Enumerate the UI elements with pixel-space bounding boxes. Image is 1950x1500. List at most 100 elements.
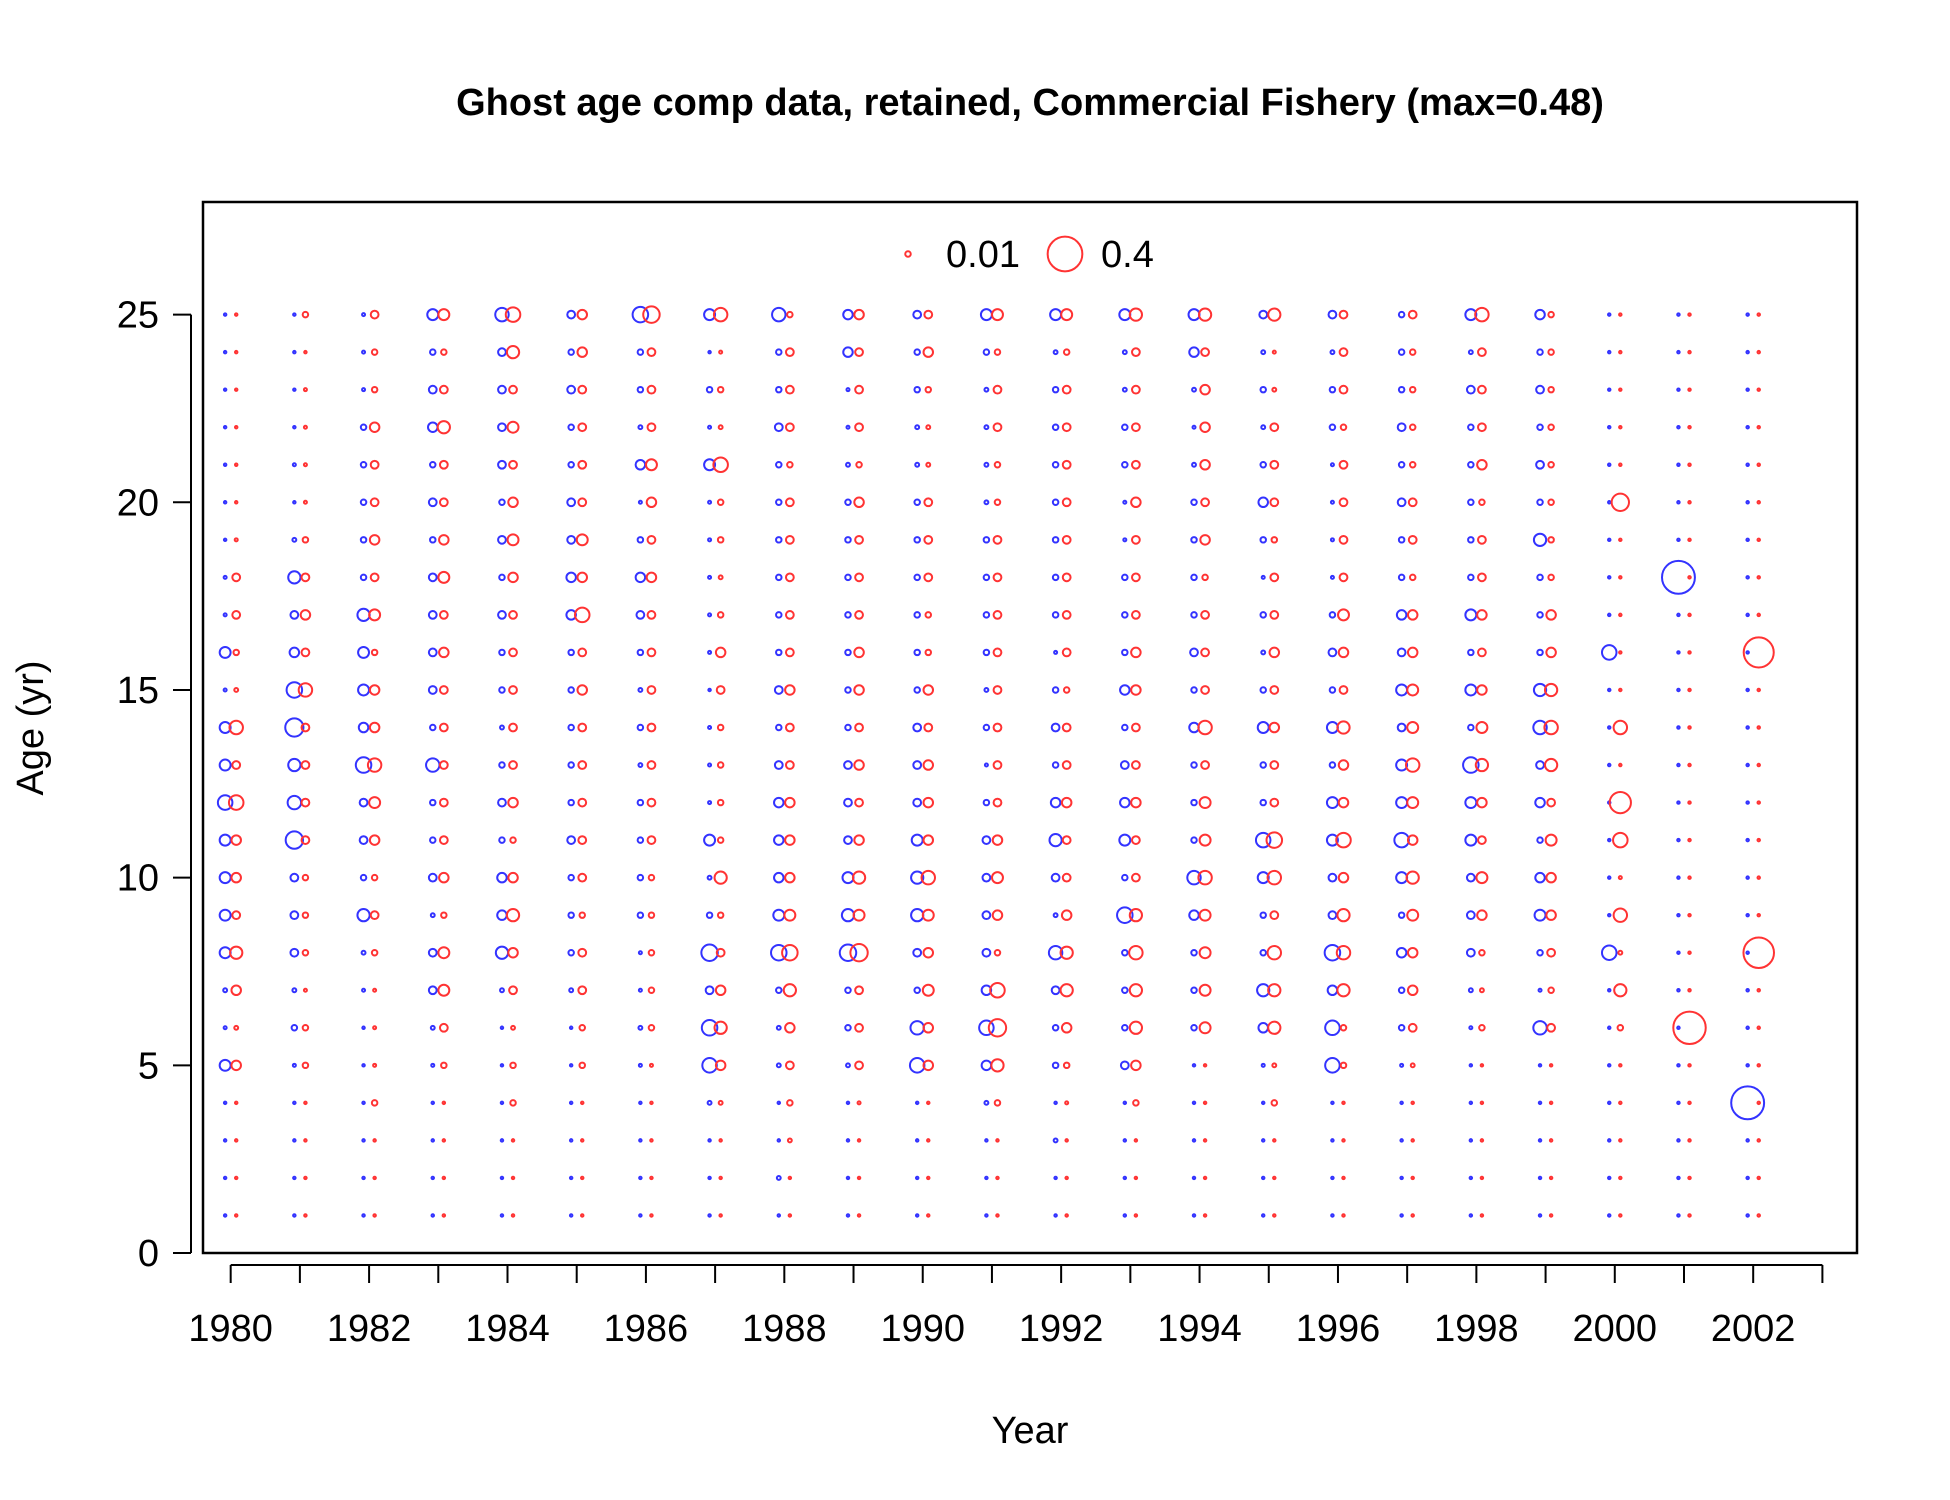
bubble-point bbox=[291, 462, 297, 468]
bubble-point bbox=[303, 1175, 308, 1181]
bubble-point bbox=[372, 1062, 378, 1068]
bubble-point bbox=[1479, 1100, 1485, 1106]
bubble-point bbox=[370, 1099, 379, 1107]
bubble-point bbox=[853, 759, 865, 771]
bubble-point bbox=[1190, 498, 1198, 507]
bubble-point bbox=[922, 1059, 935, 1072]
bubble-point bbox=[427, 947, 438, 958]
bubble-point bbox=[1479, 1063, 1485, 1068]
bubble-point bbox=[287, 757, 302, 773]
bubble-point bbox=[299, 609, 312, 621]
bubble-point bbox=[1199, 534, 1211, 546]
bubble-point bbox=[1048, 832, 1063, 848]
bubble-point bbox=[1330, 1100, 1335, 1106]
bubble-point bbox=[1607, 762, 1612, 768]
bubble-point bbox=[1687, 1063, 1692, 1068]
bubble-point bbox=[228, 719, 244, 736]
bubble-point bbox=[838, 943, 858, 962]
bubble-point bbox=[925, 424, 932, 431]
bubble-point bbox=[1756, 424, 1761, 430]
bubble-point bbox=[844, 611, 852, 619]
bubble-point bbox=[289, 610, 300, 620]
bubble-point bbox=[784, 497, 795, 508]
bubble-point bbox=[1618, 612, 1623, 618]
bubble-point bbox=[1051, 1024, 1060, 1032]
bubble-point bbox=[1545, 871, 1557, 884]
bubble-point bbox=[1201, 573, 1209, 582]
bubble-point bbox=[1687, 349, 1692, 355]
bubble-point bbox=[1121, 948, 1129, 957]
bubble-point bbox=[566, 384, 577, 395]
bubble-point bbox=[1607, 875, 1612, 880]
bubble-point bbox=[646, 760, 657, 770]
bubble-point bbox=[508, 985, 518, 996]
bubble-point bbox=[1053, 1100, 1058, 1106]
bubble-point bbox=[707, 1138, 712, 1143]
bubble-point bbox=[1468, 1025, 1474, 1031]
bubble-point bbox=[568, 1213, 574, 1218]
bubble-point bbox=[982, 611, 991, 619]
bubble-point bbox=[649, 1100, 654, 1106]
bubble-point bbox=[580, 1175, 585, 1181]
bubble-point bbox=[1687, 387, 1692, 392]
bubble-point bbox=[566, 497, 577, 508]
bubble-point bbox=[510, 1213, 516, 1218]
bubble-point bbox=[577, 835, 588, 845]
bubble-point bbox=[1408, 461, 1417, 469]
bubble-point bbox=[1612, 907, 1629, 923]
bubble-point bbox=[1618, 349, 1623, 355]
bubble-point bbox=[718, 1213, 723, 1218]
bubble-point bbox=[781, 943, 799, 962]
bubble-point bbox=[289, 872, 300, 883]
bubble-point bbox=[1051, 611, 1060, 619]
bubble-point bbox=[438, 646, 450, 659]
bubble-point bbox=[786, 310, 794, 319]
bubble-point bbox=[1259, 911, 1267, 919]
bubble-point bbox=[1479, 1213, 1485, 1218]
bubble-point bbox=[1186, 869, 1202, 886]
bubble-point bbox=[1676, 349, 1681, 355]
bubble-point bbox=[647, 911, 656, 919]
bubble-point bbox=[1399, 1138, 1404, 1143]
bubble-point bbox=[716, 536, 725, 544]
bubble-point bbox=[854, 534, 864, 545]
bubble-point bbox=[637, 687, 644, 693]
bubble-point bbox=[981, 835, 992, 845]
bubble-point bbox=[1341, 1213, 1346, 1218]
x-tick-label: 1994 bbox=[1157, 1308, 1242, 1350]
bubble-point bbox=[438, 685, 449, 695]
bubble-point bbox=[566, 309, 577, 320]
x-tick-label: 1982 bbox=[327, 1308, 412, 1350]
bubble-point bbox=[1745, 650, 1750, 655]
bubble-point bbox=[233, 1100, 239, 1106]
bubble-point bbox=[1128, 307, 1144, 322]
bubble-point bbox=[1618, 1100, 1623, 1106]
bubble-point bbox=[1131, 534, 1141, 545]
bubble-point bbox=[854, 1022, 864, 1033]
bubble-point bbox=[499, 1100, 505, 1106]
bubble-point bbox=[1338, 459, 1349, 470]
bubble-point bbox=[1756, 687, 1761, 693]
bubble-point bbox=[1676, 912, 1681, 918]
bubble-point bbox=[984, 1175, 989, 1181]
bubble-point bbox=[1537, 1063, 1543, 1068]
bubble-point bbox=[577, 760, 588, 770]
bubble-point bbox=[707, 725, 713, 730]
bubble-point bbox=[567, 723, 575, 732]
bubble-point bbox=[1478, 987, 1485, 994]
bubble-point bbox=[1616, 1024, 1625, 1032]
bubble-point bbox=[1259, 948, 1267, 957]
bubble-point bbox=[1271, 349, 1277, 355]
bubble-point bbox=[1122, 537, 1128, 543]
bubble-point bbox=[370, 648, 379, 657]
bubble-point bbox=[647, 1024, 656, 1032]
bubble-point bbox=[1687, 575, 1692, 580]
bubble-point bbox=[302, 424, 308, 430]
bubble-point bbox=[1477, 572, 1487, 583]
bubble-point bbox=[1756, 800, 1761, 805]
bubble-point bbox=[369, 572, 380, 583]
bubble-point bbox=[507, 946, 519, 959]
bubble-point bbox=[1049, 796, 1062, 809]
bubble-point bbox=[233, 1213, 239, 1218]
bubble-point bbox=[1051, 536, 1060, 544]
